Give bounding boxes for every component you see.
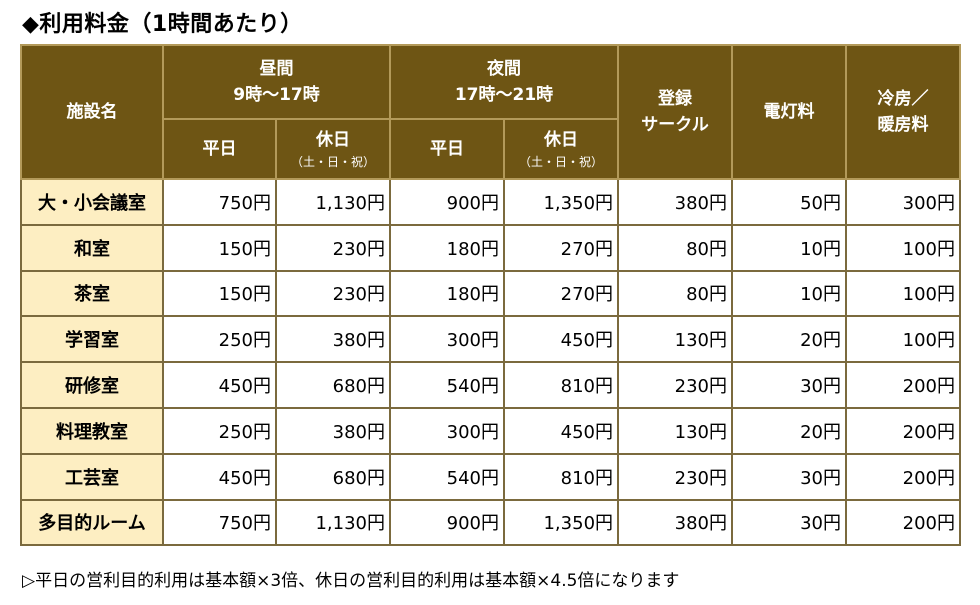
- fee-cell-night-weekday: 900円: [389, 498, 505, 547]
- fee-cell-circle: 80円: [617, 223, 734, 272]
- header-circle-line2: サークル: [641, 115, 709, 135]
- fee-cell-night-weekday: 180円: [389, 269, 505, 318]
- facility-name: 料理教室: [20, 406, 164, 455]
- fee-cell-electric: 30円: [731, 361, 848, 409]
- fee-cell-day-weekday: 750円: [162, 178, 277, 226]
- facility-name: 大・小会議室: [20, 178, 164, 226]
- facility-name: 和室: [20, 223, 164, 272]
- fee-cell-circle: 380円: [617, 178, 734, 226]
- header-day-holiday-label: 休日: [316, 130, 350, 151]
- fee-cell-electric: 20円: [731, 315, 848, 364]
- page-title: ◆利用料金（1時間あたり）: [22, 12, 303, 37]
- fee-cell-night-holiday: 810円: [502, 452, 620, 501]
- header-day-weekday: 平日: [162, 118, 277, 180]
- header-night-label: 夜間: [487, 58, 521, 79]
- fee-cell-aircon: 200円: [845, 361, 962, 409]
- fee-cell-day-holiday: 230円: [275, 223, 391, 272]
- fee-cell-day-weekday: 450円: [162, 452, 277, 501]
- table-row: 工芸室 450円 680円 540円 810円 230円 30円 200円: [20, 452, 962, 501]
- fee-cell-night-holiday: 450円: [502, 315, 620, 364]
- header-circle: 登録 サークル: [617, 44, 734, 180]
- fee-cell-aircon: 200円: [845, 498, 962, 547]
- fee-cell-night-weekday: 300円: [389, 315, 505, 364]
- fee-cell-electric: 30円: [731, 452, 848, 501]
- fee-cell-electric: 10円: [731, 223, 848, 272]
- table-row: 和室 150円 230円 180円 270円 80円 10円 100円: [20, 223, 962, 272]
- fee-cell-day-holiday: 230円: [275, 269, 391, 318]
- fee-cell-aircon: 200円: [845, 452, 962, 501]
- facility-name: 工芸室: [20, 452, 164, 501]
- header-electric: 電灯料: [731, 44, 848, 180]
- fee-cell-day-weekday: 150円: [162, 223, 277, 272]
- header-day-holiday: 休日 （土・日・祝）: [275, 118, 391, 180]
- fee-cell-night-holiday: 810円: [502, 361, 620, 409]
- fee-cell-circle: 130円: [617, 406, 734, 455]
- fee-cell-night-weekday: 540円: [389, 361, 505, 409]
- header-aircon-line1: 冷房／: [877, 88, 929, 109]
- fee-cell-circle: 230円: [617, 452, 734, 501]
- header-day-holiday-note: （土・日・祝）: [290, 154, 375, 169]
- fee-cell-night-weekday: 300円: [389, 406, 505, 455]
- fee-cell-night-holiday: 450円: [502, 406, 620, 455]
- fee-cell-night-weekday: 540円: [389, 452, 505, 501]
- header-night-hours: 17時～21時: [454, 85, 554, 105]
- header-night-weekday: 平日: [389, 118, 505, 180]
- fee-cell-electric: 30円: [731, 498, 848, 547]
- fee-table: 施設名 昼間 9時～17時 夜間 17時～21時 登録 サークル 電灯料 冷房／…: [20, 44, 962, 547]
- header-facility: 施設名: [20, 44, 164, 180]
- fee-cell-day-holiday: 680円: [275, 452, 391, 501]
- header-daytime-label: 昼間: [259, 58, 294, 79]
- fee-cell-circle: 130円: [617, 315, 734, 364]
- fee-cell-aircon: 300円: [845, 178, 962, 226]
- table-row: 大・小会議室 750円 1,130円 900円 1,350円 380円 50円 300円: [20, 178, 962, 226]
- facility-name: 多目的ルーム: [20, 498, 164, 547]
- header-circle-line1: 登録: [658, 88, 693, 109]
- fee-cell-aircon: 100円: [845, 315, 962, 364]
- facility-name: 研修室: [20, 361, 164, 409]
- table-row: 料理教室 250円 380円 300円 450円 130円 20円 200円: [20, 406, 962, 455]
- header-aircon: 冷房／ 暖房料: [845, 44, 962, 180]
- header-night: 夜間 17時～21時: [388, 44, 620, 120]
- fee-cell-night-weekday: 900円: [389, 178, 505, 226]
- fee-cell-night-holiday: 1,350円: [502, 498, 620, 547]
- fee-cell-electric: 10円: [731, 269, 848, 318]
- fee-cell-electric: 50円: [731, 178, 848, 226]
- fee-cell-day-weekday: 250円: [162, 406, 277, 455]
- header-night-holiday-label: 休日: [544, 130, 578, 151]
- header-night-holiday: 休日 （土・日・祝）: [502, 118, 620, 180]
- fee-cell-night-holiday: 270円: [502, 223, 620, 272]
- fee-table-body: 大・小会議室 750円 1,130円 900円 1,350円 380円 50円 300円 和室 1…: [20, 178, 962, 547]
- facility-name: 学習室: [20, 315, 164, 364]
- fee-cell-aircon: 200円: [845, 406, 962, 455]
- header-daytime: 昼間 9時～17時: [162, 44, 391, 120]
- fee-cell-aircon: 100円: [845, 223, 962, 272]
- fee-cell-day-holiday: 1,130円: [275, 498, 391, 547]
- fee-cell-night-holiday: 270円: [502, 269, 620, 318]
- fee-cell-day-weekday: 450円: [162, 361, 277, 409]
- header-aircon-line2: 暖房料: [877, 115, 929, 135]
- fee-cell-night-holiday: 1,350円: [502, 178, 620, 226]
- fee-cell-aircon: 100円: [845, 269, 962, 318]
- footnote: ▷平日の営利目的利用は基本額×3倍、休日の営利目的利用は基本額×4.5倍になりま…: [22, 571, 680, 591]
- header-daytime-hours: 9時～17時: [233, 85, 320, 105]
- fee-cell-day-holiday: 380円: [275, 315, 391, 364]
- fee-cell-day-weekday: 750円: [162, 498, 277, 547]
- fee-cell-circle: 380円: [617, 498, 734, 547]
- facility-name: 茶室: [20, 269, 164, 318]
- header-night-holiday-note: （土・日・祝）: [519, 154, 604, 169]
- fee-cell-night-weekday: 180円: [389, 223, 505, 272]
- table-row: 学習室 250円 380円 300円 450円 130円 20円 100円: [20, 315, 962, 364]
- fee-cell-electric: 20円: [731, 406, 848, 455]
- fee-cell-day-weekday: 250円: [162, 315, 277, 364]
- fee-cell-circle: 230円: [617, 361, 734, 409]
- fee-cell-circle: 80円: [617, 269, 734, 318]
- table-row: 多目的ルーム 750円 1,130円 900円 1,350円 380円 30円 200円: [20, 498, 962, 547]
- fee-cell-day-holiday: 680円: [275, 361, 391, 409]
- table-row: 茶室 150円 230円 180円 270円 80円 10円 100円: [20, 269, 962, 318]
- table-row: 研修室 450円 680円 540円 810円 230円 30円 200円: [20, 361, 962, 409]
- fee-cell-day-weekday: 150円: [162, 269, 277, 318]
- fee-cell-day-holiday: 380円: [275, 406, 391, 455]
- fee-cell-day-holiday: 1,130円: [275, 178, 391, 226]
